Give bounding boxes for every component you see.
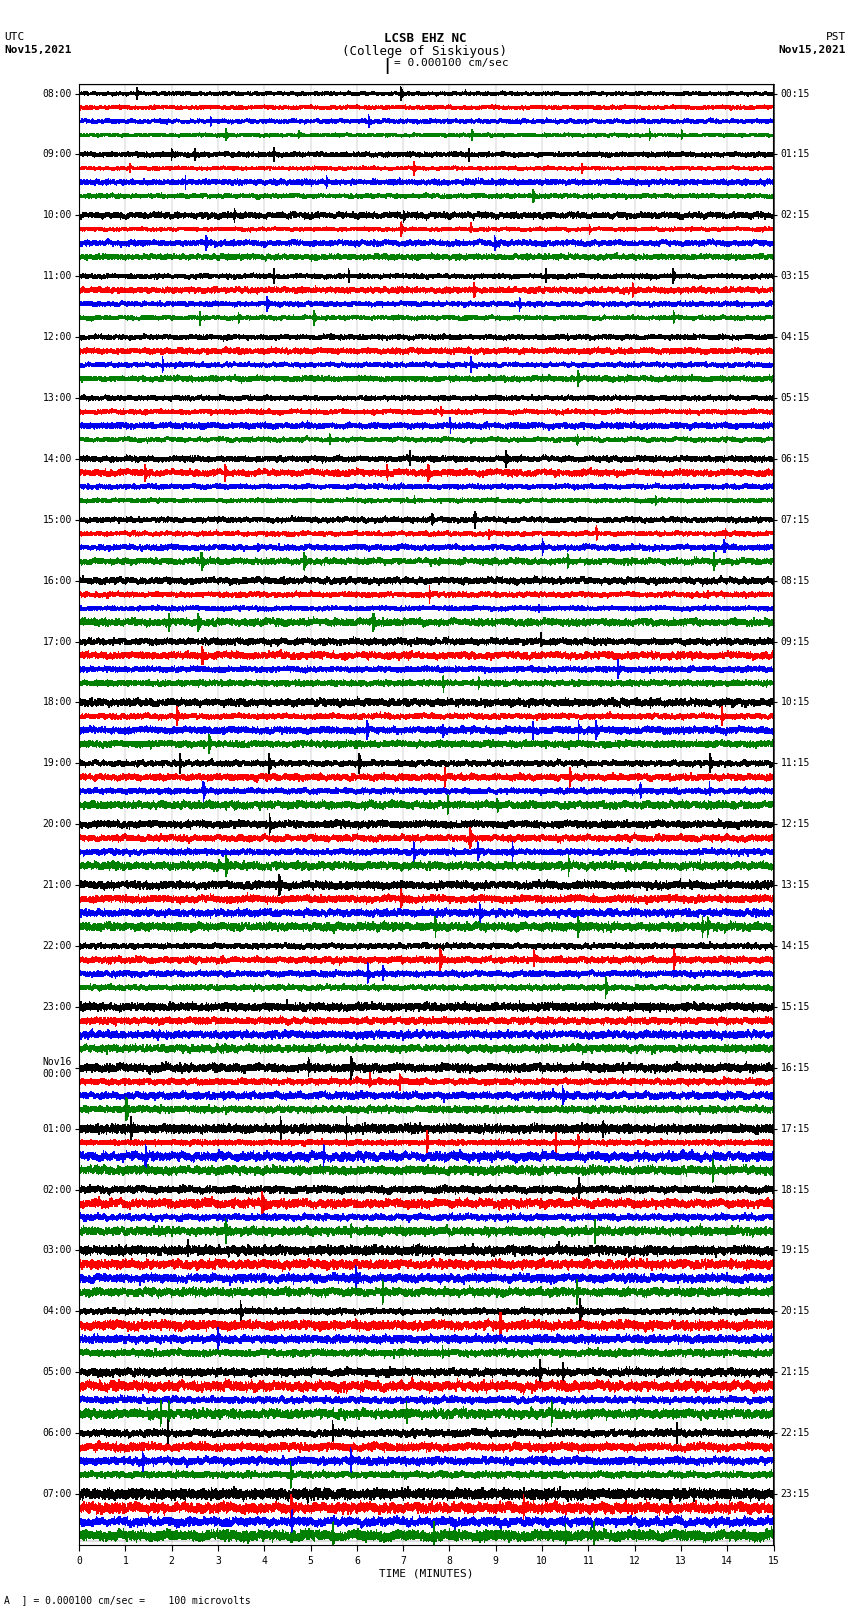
Text: Nov15,2021: Nov15,2021 xyxy=(779,45,846,55)
Text: (College of Siskiyous): (College of Siskiyous) xyxy=(343,45,507,58)
Text: A  ] = 0.000100 cm/sec =    100 microvolts: A ] = 0.000100 cm/sec = 100 microvolts xyxy=(4,1595,251,1605)
Text: Nov15,2021: Nov15,2021 xyxy=(4,45,71,55)
Text: UTC: UTC xyxy=(4,32,25,42)
Text: = 0.000100 cm/sec: = 0.000100 cm/sec xyxy=(394,58,508,68)
Text: |: | xyxy=(382,58,391,74)
Text: LCSB EHZ NC: LCSB EHZ NC xyxy=(383,32,467,45)
Text: PST: PST xyxy=(825,32,846,42)
X-axis label: TIME (MINUTES): TIME (MINUTES) xyxy=(379,1568,473,1579)
